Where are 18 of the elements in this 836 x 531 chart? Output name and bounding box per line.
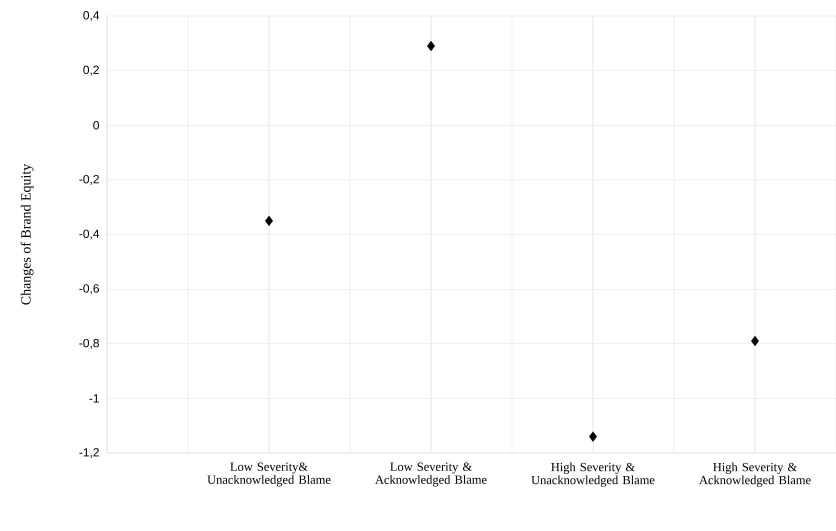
y-tick-label: -0,4 (79, 230, 100, 240)
y-tick-label: 0,2 (83, 66, 99, 76)
x-tick-label: Low Severity & Acknowledged Blame (375, 462, 487, 486)
y-tick-label: -0,8 (79, 338, 99, 349)
y-tick-label: -1 (89, 394, 99, 402)
y-tick-label: -0,2 (79, 174, 99, 185)
point (751, 336, 759, 346)
y-tick-label: 0,4 (83, 11, 100, 21)
x-tick-label: High Severity & Unacknowledged Blame (531, 462, 654, 487)
y-tick-label: -0,6 (79, 284, 99, 294)
point (427, 40, 435, 52)
x-tick-label: High Severity & Acknowledged Blame (699, 462, 811, 487)
y-axis-title: Changes of Brand Equity (20, 164, 34, 305)
point (589, 431, 597, 442)
point (265, 216, 273, 226)
y-tick-label: 0 (93, 121, 100, 130)
x-tick-label: Low Severity& Unacknowledged Blame (207, 462, 330, 486)
y-tick-label: -1,2 (79, 448, 99, 458)
